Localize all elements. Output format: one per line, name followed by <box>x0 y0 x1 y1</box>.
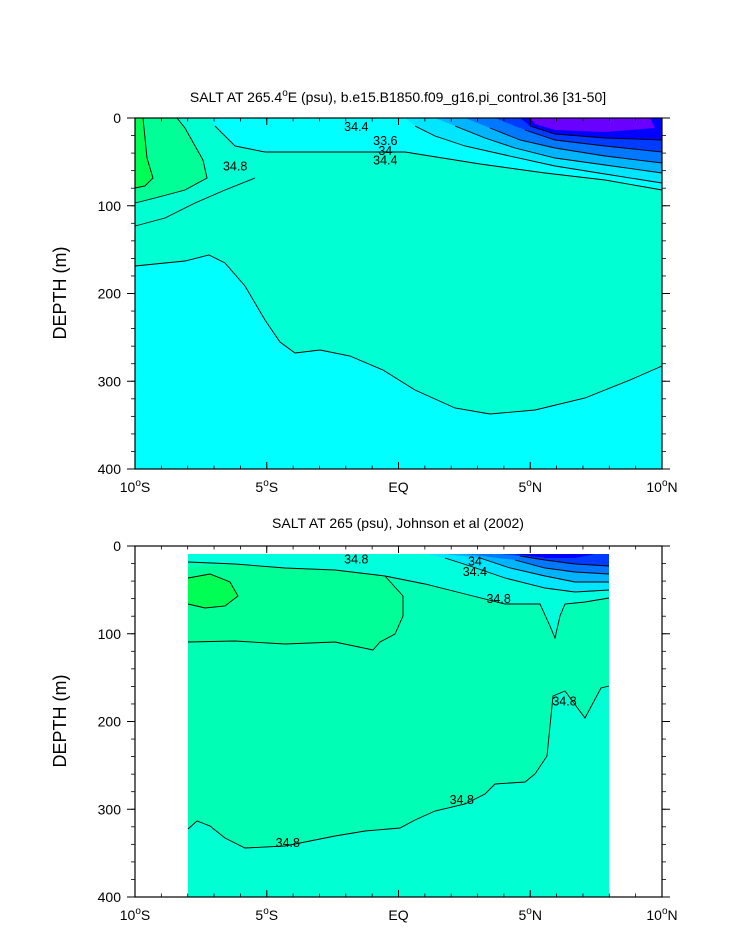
top-y-tick-label: 0 <box>113 110 121 126</box>
bottom-y-tick-label: 400 <box>98 889 122 905</box>
top-x-tick-label: 5oN <box>519 478 542 495</box>
bottom-title: SALT AT 265 (psu), Johnson et al (2002) <box>272 515 524 531</box>
top-contour-lines <box>134 117 663 415</box>
bottom-contour-label: 34 <box>468 554 482 568</box>
bottom-contour-label: 34.8 <box>552 695 576 709</box>
bottom-contour-label: 34.4 <box>463 565 487 579</box>
top-contour-label: 34 <box>378 144 392 158</box>
bottom-band-aqua-deep <box>188 686 609 897</box>
top-panel: SALT AT 265.4oE (psu), b.e15.B1850.f09_g… <box>50 88 678 495</box>
bottom-y-tick-label: 300 <box>98 801 122 817</box>
bottom-plot-area <box>187 554 610 897</box>
top-plot-area <box>134 117 663 469</box>
bottom-contour-label: 34.8 <box>344 553 368 567</box>
top-contour-label: 34.4 <box>373 154 397 168</box>
top-y-tick-label: 300 <box>98 373 122 389</box>
bottom-y-tick-label: 200 <box>98 714 122 730</box>
top-band-aqua <box>135 118 662 414</box>
top-y-tick-label: 100 <box>98 198 122 214</box>
bottom-band-fresh-5 <box>515 554 595 558</box>
bottom-contour-label: 34.8 <box>486 592 510 606</box>
top-x-tick-label: EQ <box>388 479 408 495</box>
top-x-tick-label: 10oS <box>120 478 150 495</box>
top-axes: 10oS 5oS EQ 5oN 10oN 0 100 200 300 400 <box>98 110 678 495</box>
bottom-band-green-core <box>188 574 238 608</box>
bottom-band-green <box>188 564 403 650</box>
top-y-tick-label: 200 <box>98 286 122 302</box>
top-contour-label: 34.4 <box>344 120 368 134</box>
top-y-tick-label: 400 <box>98 461 122 477</box>
bottom-contour-label: 34.8 <box>450 793 474 807</box>
bottom-y-axis-title: DEPTH (m) <box>50 675 70 768</box>
bottom-contour-label: 34.8 <box>276 836 300 850</box>
top-y-axis-title: DEPTH (m) <box>50 247 70 340</box>
bottom-x-tick-label: 5oN <box>519 906 542 923</box>
bottom-x-tick-label: 10oS <box>120 906 150 923</box>
bottom-y-tick-label: 0 <box>113 538 121 554</box>
bottom-axes: 10oS 5oS EQ 5oN 10oN 0 100 200 300 400 <box>98 538 678 923</box>
bottom-panel: SALT AT 265 (psu), Johnson et al (2002) <box>50 515 678 923</box>
bottom-x-tick-label: EQ <box>388 907 408 923</box>
bottom-y-tick-label: 100 <box>98 626 122 642</box>
top-band-fresh-6 <box>530 118 655 132</box>
bottom-contour-lines <box>187 555 610 849</box>
bottom-x-tick-label: 5oS <box>255 906 278 923</box>
top-contour-label: 33.6 <box>373 134 397 148</box>
top-contour-label: 34.8 <box>223 160 247 174</box>
top-x-tick-label: 10oN <box>646 478 677 495</box>
top-band-green <box>135 118 153 188</box>
bottom-x-tick-label: 10oN <box>646 906 677 923</box>
top-band-green-light <box>135 118 207 203</box>
top-x-tick-label: 5oS <box>255 478 278 495</box>
top-title: SALT AT 265.4oE (psu), b.e15.B1850.f09_g… <box>190 88 606 105</box>
